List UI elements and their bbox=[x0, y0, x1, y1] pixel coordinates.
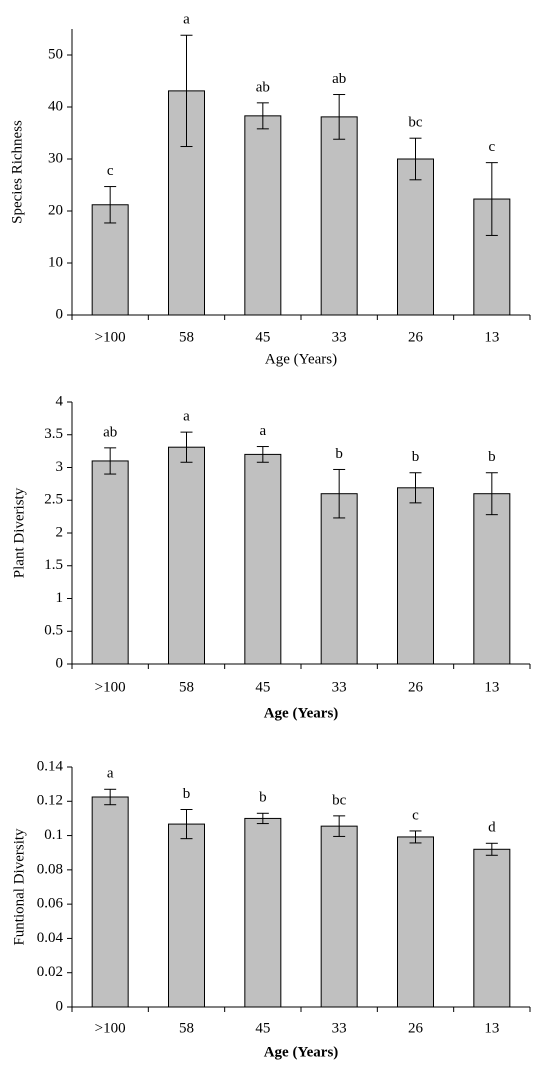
significance-letter: a bbox=[259, 423, 266, 439]
x-tick-label: 58 bbox=[179, 1020, 194, 1036]
bar bbox=[473, 493, 511, 665]
x-tick-label: 13 bbox=[484, 329, 499, 345]
y-tick-label: 1 bbox=[56, 590, 64, 606]
significance-letter: b bbox=[335, 446, 343, 462]
significance-letter: d bbox=[488, 820, 496, 836]
x-tick-label: >100 bbox=[95, 329, 126, 345]
y-tick-label: 0.08 bbox=[37, 861, 63, 877]
significance-letter: bc bbox=[332, 792, 347, 808]
x-tick-label: 33 bbox=[332, 1020, 347, 1036]
bar bbox=[168, 823, 205, 1008]
y-tick-label: 50 bbox=[48, 46, 63, 62]
x-axis-title: Age (Years) bbox=[265, 351, 337, 367]
significance-letter: ab bbox=[256, 79, 270, 95]
y-tick-label: 0.12 bbox=[37, 793, 63, 809]
y-tick-label: 0.5 bbox=[44, 623, 63, 639]
bar bbox=[244, 115, 282, 316]
bar bbox=[320, 493, 358, 665]
x-tick-label: 13 bbox=[484, 679, 499, 695]
x-tick-label: 26 bbox=[408, 329, 424, 345]
x-tick-label: 33 bbox=[332, 679, 347, 695]
y-tick-label: 2 bbox=[56, 524, 64, 540]
y-tick-label: 0.14 bbox=[37, 758, 64, 774]
significance-letter: ab bbox=[103, 424, 117, 440]
bar bbox=[397, 487, 434, 665]
significance-letter: a bbox=[107, 766, 114, 782]
y-tick-label: 20 bbox=[48, 202, 63, 218]
x-tick-label: 58 bbox=[179, 329, 194, 345]
y-tick-label: 0.06 bbox=[37, 896, 64, 912]
y-tick-label: 0.1 bbox=[44, 827, 63, 843]
significance-letter: b bbox=[412, 449, 420, 465]
y-tick-label: 0.04 bbox=[37, 930, 64, 946]
significance-letter: bc bbox=[408, 115, 423, 131]
significance-letter: a bbox=[183, 12, 190, 28]
y-axis-title: Plant Diveristy bbox=[11, 487, 27, 578]
y-tick-label: 4 bbox=[56, 393, 64, 409]
significance-letter: c bbox=[107, 163, 114, 179]
y-tick-label: 10 bbox=[48, 254, 63, 270]
x-tick-label: 58 bbox=[179, 679, 194, 695]
y-tick-label: 0 bbox=[56, 655, 64, 671]
x-tick-label: 45 bbox=[255, 679, 270, 695]
bar bbox=[397, 836, 434, 1008]
y-tick-label: 0.02 bbox=[37, 964, 63, 980]
y-tick-label: 40 bbox=[48, 98, 63, 114]
x-tick-label: 45 bbox=[255, 1020, 270, 1036]
x-tick-label: 45 bbox=[255, 329, 270, 345]
significance-letter: b bbox=[183, 786, 191, 802]
significance-letter: c bbox=[488, 139, 495, 155]
bar bbox=[244, 817, 282, 1008]
y-axis-title: Species Richness bbox=[9, 120, 25, 224]
x-tick-label: 26 bbox=[408, 679, 424, 695]
bar bbox=[320, 116, 358, 316]
y-tick-label: 30 bbox=[48, 150, 63, 166]
y-axis-title: Funtional Diversity bbox=[11, 828, 27, 946]
x-tick-label: 13 bbox=[484, 1020, 499, 1036]
bar bbox=[320, 825, 358, 1008]
y-tick-label: 2.5 bbox=[44, 492, 63, 508]
bar bbox=[397, 158, 434, 316]
x-tick-label: 26 bbox=[408, 1020, 424, 1036]
y-tick-label: 0 bbox=[56, 998, 64, 1014]
significance-letter: b bbox=[488, 449, 496, 465]
bar bbox=[91, 460, 129, 665]
bar bbox=[91, 796, 129, 1008]
bar bbox=[473, 848, 511, 1008]
bar bbox=[168, 446, 205, 665]
x-tick-label: >100 bbox=[95, 1020, 126, 1036]
x-axis-title: Age (Years) bbox=[264, 1044, 339, 1060]
significance-letter: b bbox=[259, 790, 267, 806]
significance-letter: a bbox=[183, 409, 190, 425]
y-tick-label: 3 bbox=[56, 459, 64, 475]
bar bbox=[244, 453, 282, 665]
x-tick-label: >100 bbox=[95, 679, 126, 695]
y-tick-label: 0 bbox=[56, 306, 64, 322]
x-axis-title: Age (Years) bbox=[264, 705, 339, 721]
y-tick-label: 1.5 bbox=[44, 557, 63, 573]
significance-letter: ab bbox=[332, 71, 346, 87]
significance-letter: c bbox=[412, 807, 419, 823]
x-tick-label: 33 bbox=[332, 329, 347, 345]
y-tick-label: 3.5 bbox=[44, 426, 63, 442]
